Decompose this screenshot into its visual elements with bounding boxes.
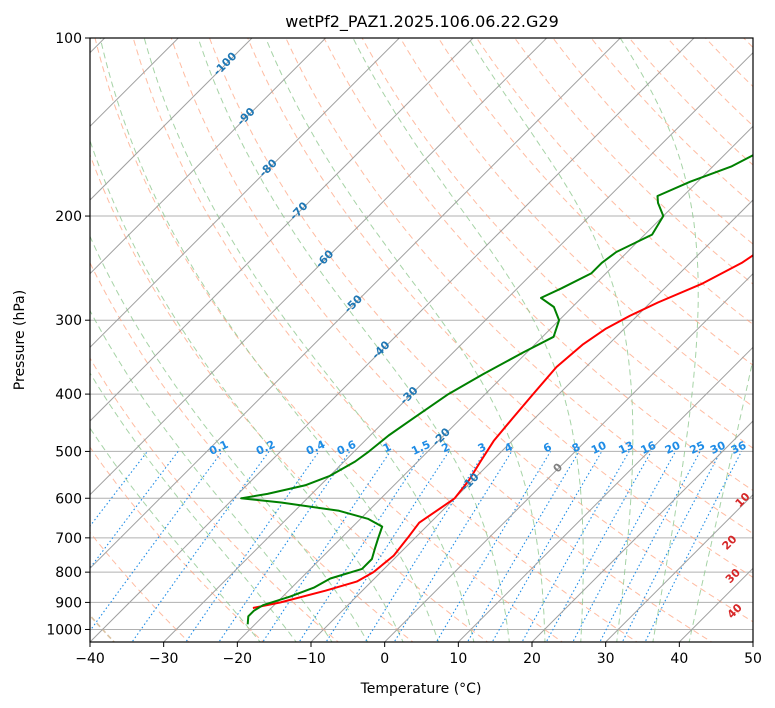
profile-lines [240, 154, 753, 625]
isotherms [90, 38, 753, 642]
dewpoint-line [240, 154, 753, 625]
moist-adiabat-line [90, 427, 261, 642]
dry-adiabat-line [90, 357, 340, 642]
isotherm-line [90, 38, 548, 496]
isotherm-line [457, 346, 753, 642]
isotherm-line [90, 38, 474, 422]
y-tick-label: 400 [55, 387, 82, 403]
mixing-ratio-line [435, 451, 552, 642]
mixing-ratio-label: 10 [589, 439, 609, 457]
isotherm-line [236, 125, 753, 642]
mixing-ratio-label: 16 [639, 439, 659, 457]
y-tick-label: 900 [55, 595, 82, 611]
dry-adiabat-line [208, 38, 753, 623]
mixing-ratio-line [90, 451, 223, 632]
x-tick-label: −10 [296, 651, 326, 667]
x-tick-label: 40 [670, 651, 688, 667]
moist-adiabat-line [99, 38, 440, 642]
mixing-ratio-line [466, 451, 580, 642]
isotherm-line [90, 38, 622, 570]
x-tick-label: −40 [75, 651, 105, 667]
y-tick-label: 200 [55, 209, 82, 225]
mixing-ratio-line [545, 451, 652, 642]
y-tick-label: 500 [55, 444, 82, 460]
x-tick-label: 20 [523, 651, 541, 667]
plot-area: 0.1 0.2 0.4 0.6 1 1.5 2 3 4 6 8 10 13 16 20 25 30 36-100-… [90, 38, 753, 642]
x-tick-label: 0 [380, 651, 389, 667]
x-tick-label: 50 [744, 651, 762, 667]
dry-adiabat-line [90, 261, 414, 642]
mixing-ratio-line [364, 451, 486, 642]
x-tick-label: 30 [597, 651, 615, 667]
moist-adiabat-line [90, 235, 369, 642]
mixing-ratio-line [599, 451, 701, 642]
y-tick-label: 800 [55, 565, 82, 581]
isotherm-line [310, 199, 753, 642]
moist-adiabat-line [197, 38, 510, 642]
x-axis-title: Temperature (°C) [360, 681, 482, 697]
moist-adiabat-line [619, 38, 699, 642]
moist-adiabat-line [265, 38, 546, 642]
isotherm-line [90, 38, 253, 201]
dry-adiabat-line [132, 38, 638, 642]
x-tick-label: −30 [149, 651, 179, 667]
mixing-ratio-line [621, 451, 722, 642]
moist-adiabat-line [352, 38, 584, 642]
y-tick-label: 600 [55, 491, 82, 507]
mixing-ratio-lines [90, 451, 742, 642]
moist-adiabat-line [468, 38, 634, 642]
mixing-ratio-label: 30 [708, 439, 728, 457]
y-tick-label: 300 [55, 313, 82, 329]
isotherm-line [383, 272, 753, 642]
moist-adiabat-line [688, 356, 753, 642]
mixing-ratio-label: 20 [663, 439, 683, 457]
moist-adiabat-line [90, 309, 333, 642]
plot-frame [89, 37, 754, 643]
isotherm-line [90, 38, 401, 349]
isotherm-line [531, 420, 753, 642]
dry-adiabat-line [90, 153, 489, 642]
mixing-ratio-label: 25 [688, 439, 707, 457]
mixing-ratio-line [185, 451, 320, 642]
y-axis-title: Pressure (hPa) [12, 290, 28, 390]
isotherm-line [162, 51, 753, 642]
mixing-ratio-line [393, 451, 513, 642]
x-tick-label: −20 [223, 651, 253, 667]
mixing-ratio-line [298, 451, 425, 642]
axes: −40 −30 −20 −10 0 10 20 30 40 50 100 200 300 400 500 60… [46, 31, 762, 667]
x-tick-label: 10 [449, 651, 467, 667]
mixing-ratio-line [262, 451, 391, 642]
y-tick-label: 100 [55, 31, 82, 47]
y-tick-label: 1000 [46, 622, 82, 638]
dry-adiabat-line [90, 446, 265, 642]
pressure-gridlines [90, 38, 753, 630]
temperature-line [252, 254, 753, 609]
moist-adiabats [90, 38, 753, 642]
isotherm-line [604, 493, 753, 642]
dry-adiabat-line [94, 38, 564, 642]
moist-adiabat-line [90, 372, 297, 642]
isotherm-line [90, 38, 327, 275]
isotherm-line [90, 38, 695, 642]
mixing-ratio-label: 13 [617, 439, 636, 457]
chart-title: wetPf2_PAZ1.2025.106.06.22.G29 [285, 12, 559, 32]
mixing-ratio-line [325, 451, 450, 642]
mixing-ratio-line [572, 451, 676, 642]
mixing-ratio-line [218, 451, 351, 642]
moist-adiabat-line [143, 38, 475, 642]
mixing-ratio-label: 36 [729, 439, 749, 457]
mixing-ratio-line [131, 451, 270, 642]
y-tick-label: 700 [55, 531, 82, 547]
